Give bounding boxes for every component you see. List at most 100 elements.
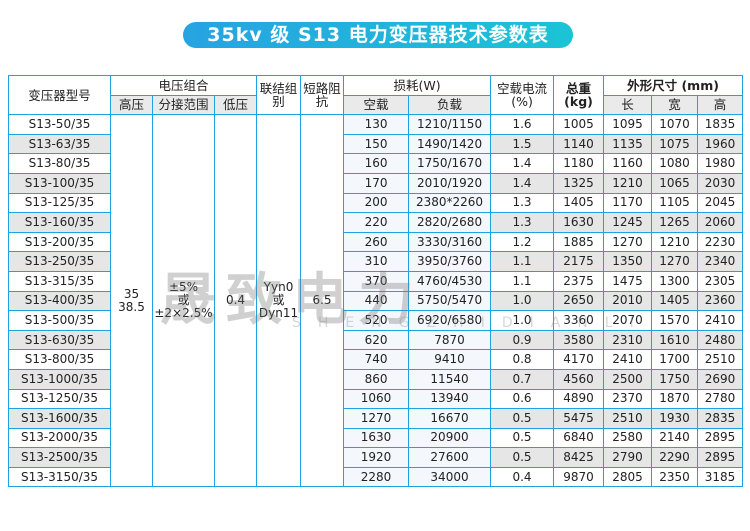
spec-table: 变压器型号 电压组合 联结组别 短路阻抗 损耗(W) 空载电流(%) 总重(kg… — [8, 74, 744, 488]
width-cell: 1270 — [651, 251, 699, 272]
model-cell: S13-500/35 — [8, 310, 111, 331]
current-cell: 1.0 — [490, 290, 555, 312]
height-cell: 2360 — [697, 290, 744, 312]
header-connection: 联结组别 — [256, 74, 302, 116]
header-dims: 外形尺寸 (mm) — [603, 75, 744, 96]
height-cell: 2690 — [697, 368, 744, 390]
weight-cell: 2175 — [553, 251, 605, 272]
height-cell: 1960 — [697, 133, 744, 155]
header-hv: 高压 — [110, 94, 153, 116]
model-cell: S13-1000/35 — [8, 368, 111, 390]
header-tap: 分接范围 — [152, 94, 215, 116]
weight-cell: 1325 — [553, 172, 605, 194]
model-cell: S13-2000/35 — [8, 427, 111, 449]
height-cell: 2410 — [697, 310, 744, 331]
table-row: S13-3150/35 2280 34000 0.4 9870 2805 2350 3185 — [8, 466, 744, 488]
table-row: S13-125/35 200 2380*2260 1.3 1405 1170 1105 204… — [8, 192, 744, 214]
header-width: 宽 — [651, 94, 699, 116]
length-cell: 2070 — [603, 310, 653, 331]
height-cell: 2895 — [697, 427, 744, 449]
weight-cell: 4170 — [553, 349, 605, 370]
height-cell: 2510 — [697, 349, 744, 370]
header-current: 空载电流(%) — [490, 74, 555, 116]
current-cell: 1.1 — [490, 270, 555, 292]
weight-cell: 4890 — [553, 388, 605, 410]
height-cell: 2060 — [697, 212, 744, 233]
width-cell: 2290 — [651, 447, 699, 468]
table-row: S13-1600/35 1270 16670 0.5 5475 2510 1930 2835 — [8, 408, 744, 429]
height-cell: 2780 — [697, 388, 744, 410]
model-cell: S13-80/35 — [8, 153, 111, 174]
header-model: 变压器型号 — [8, 74, 111, 116]
noload-loss-cell: 370 — [343, 270, 410, 292]
width-cell: 1265 — [651, 212, 699, 233]
height-cell: 2480 — [697, 329, 744, 351]
current-cell: 0.7 — [490, 368, 555, 390]
load-loss-cell: 2820/2680 — [408, 212, 492, 233]
length-cell: 1160 — [603, 153, 653, 174]
current-cell: 1.4 — [490, 153, 555, 174]
load-loss-cell: 11540 — [408, 368, 492, 390]
noload-loss-cell: 2280 — [343, 466, 410, 488]
model-cell: S13-63/35 — [8, 133, 111, 155]
noload-loss-cell: 440 — [343, 290, 410, 312]
model-cell: S13-2500/35 — [8, 447, 111, 468]
load-loss-cell: 6920/6580 — [408, 310, 492, 331]
length-cell: 1095 — [603, 114, 653, 135]
model-cell: S13-315/35 — [8, 270, 111, 292]
current-cell: 1.2 — [490, 231, 555, 253]
length-cell: 2805 — [603, 466, 653, 488]
table-row: S13-200/35 260 3330/3160 1.2 1885 1270 1210 223… — [8, 231, 744, 253]
header-lv: 低压 — [213, 94, 258, 116]
length-cell: 2310 — [603, 329, 653, 351]
length-cell: 1135 — [603, 133, 653, 155]
table-row: S13-160/35 220 2820/2680 1.3 1630 1245 1265 206… — [8, 212, 744, 233]
load-loss-cell: 34000 — [408, 466, 492, 488]
length-cell: 2370 — [603, 388, 653, 410]
width-cell: 1700 — [651, 349, 699, 370]
model-cell: S13-1600/35 — [8, 408, 111, 429]
header-weight: 总重(kg) — [553, 74, 605, 116]
load-loss-cell: 27600 — [408, 447, 492, 468]
width-cell: 1570 — [651, 310, 699, 331]
load-loss-cell: 3950/3760 — [408, 251, 492, 272]
width-cell: 1065 — [651, 172, 699, 194]
width-cell: 1105 — [651, 192, 699, 214]
noload-loss-cell: 860 — [343, 368, 410, 390]
header-voltage: 电压组合 — [109, 75, 258, 96]
width-cell: 1750 — [651, 368, 699, 390]
table-row: S13-100/35 170 2010/1920 1.4 1325 1210 1065 203… — [8, 172, 744, 194]
weight-cell: 3580 — [553, 329, 605, 351]
current-cell: 1.3 — [490, 192, 555, 214]
width-cell: 1070 — [651, 114, 699, 135]
height-cell: 2030 — [697, 172, 744, 194]
header-loss: 损耗(W) — [343, 75, 492, 96]
table-row: S13-80/35 160 1750/1670 1.4 1180 1160 1080 1980 — [8, 153, 744, 174]
width-cell: 1075 — [651, 133, 699, 155]
length-cell: 1270 — [603, 231, 653, 253]
model-cell: S13-1250/35 — [8, 388, 111, 410]
weight-cell: 1140 — [553, 133, 605, 155]
load-loss-cell: 1490/1420 — [408, 133, 492, 155]
model-cell: S13-125/35 — [8, 192, 111, 214]
model-cell: S13-400/35 — [8, 290, 111, 312]
length-cell: 2010 — [603, 290, 653, 312]
weight-cell: 1405 — [553, 192, 605, 214]
table-row: S13-63/35 150 1490/1420 1.5 1140 1135 1075 1960 — [8, 133, 744, 155]
merged-imp-cell: 6.5 — [300, 114, 345, 488]
width-cell: 2350 — [651, 466, 699, 488]
height-cell: 2230 — [697, 231, 744, 253]
load-loss-cell: 13940 — [408, 388, 492, 410]
width-cell: 2140 — [651, 427, 699, 449]
current-cell: 1.5 — [490, 133, 555, 155]
noload-loss-cell: 620 — [343, 329, 410, 351]
model-cell: S13-100/35 — [8, 172, 111, 194]
model-cell: S13-800/35 — [8, 349, 111, 370]
table-row: S13-1250/35 1060 13940 0.6 4890 2370 1870 2780 — [8, 388, 744, 410]
table-row: S13-800/35 740 9410 0.8 4170 2410 1700 2510 — [8, 349, 744, 370]
weight-cell: 1885 — [553, 231, 605, 253]
current-cell: 0.5 — [490, 427, 555, 449]
table-row: S13-500/35 520 6920/6580 1.0 3360 2070 1570 241… — [8, 310, 744, 331]
length-cell: 2510 — [603, 408, 653, 429]
load-loss-cell: 16670 — [408, 408, 492, 429]
